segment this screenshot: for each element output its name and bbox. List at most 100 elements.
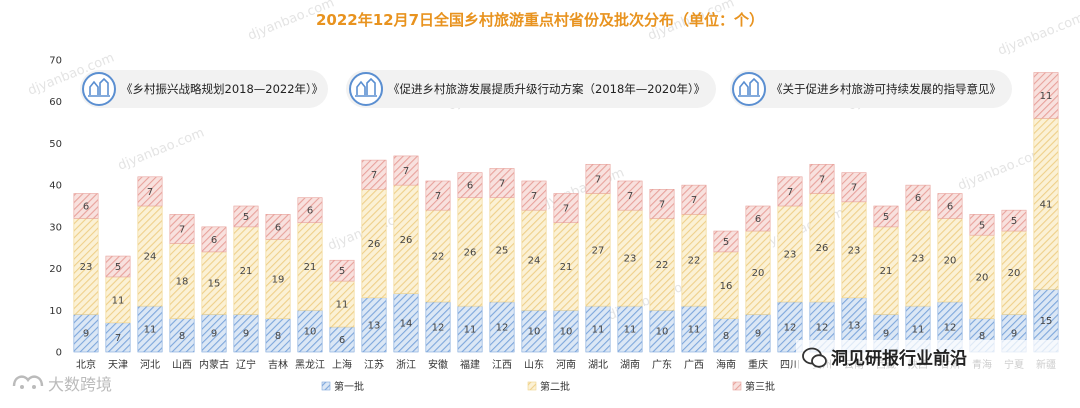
brand-left-text: 大数跨境	[48, 375, 112, 394]
bar-河南-第三批	[553, 193, 579, 223]
bar-江苏-第三批	[361, 159, 387, 190]
bar-内蒙古-第三批	[201, 226, 227, 253]
x-tick-湖南: 湖南	[620, 358, 640, 371]
policy-note-1: 《乡村振兴战略规划2018—2022年）》	[80, 70, 328, 108]
data-label-天津-第一批: 7	[115, 333, 121, 344]
data-label-甘肃-第三批: 6	[947, 202, 953, 213]
data-label-北京-第一批: 9	[83, 329, 89, 340]
bar-山西-第三批	[169, 214, 195, 244]
data-label-贵州-第一批: 12	[816, 322, 829, 333]
bar-江苏-第二批	[361, 189, 387, 299]
bar-云南-第三批	[841, 172, 867, 203]
y-tick-30: 30	[49, 222, 62, 233]
x-tick-黑龙江: 黑龙江	[295, 358, 325, 371]
data-label-山东-第三批: 7	[531, 191, 537, 202]
data-label-湖南-第一批: 11	[624, 325, 637, 336]
data-label-浙江-第三批: 7	[403, 166, 409, 177]
bar-青海-第二批	[969, 234, 995, 319]
bar-河北-第二批	[137, 205, 163, 307]
x-tick-广东: 广东	[652, 358, 672, 371]
brand-right: 洞见研报行业前沿	[796, 340, 1080, 374]
legend-label-第一批: 第一批	[334, 380, 364, 393]
x-tick-山西: 山西	[172, 359, 192, 371]
data-label-江苏-第三批: 7	[371, 170, 377, 181]
y-tick-70: 70	[49, 56, 62, 67]
data-label-山东-第一批: 10	[528, 327, 541, 338]
bar-贵州-第二批	[809, 193, 835, 303]
bar-广西-第二批	[681, 214, 707, 307]
data-label-广西-第一批: 11	[688, 325, 701, 336]
policy-note-2: 《促进乡村旅游发展提质升级行动方案（2018年—2020年）》	[346, 70, 716, 108]
x-tick-吉林: 吉林	[268, 358, 288, 371]
policy-note-3-text: 《关于促进乡村旅游可持续发展的指导意见》	[771, 82, 1001, 96]
bar-内蒙古-第一批	[201, 314, 227, 353]
bar-天津-第二批	[105, 276, 131, 324]
bar-河北-第三批	[137, 176, 163, 207]
bar-河南-第二批	[553, 222, 579, 311]
data-label-新疆-第一批: 15	[1040, 316, 1053, 327]
data-label-西藏-第二批: 21	[880, 266, 893, 277]
x-tick-辽宁: 辽宁	[236, 358, 256, 371]
data-label-黑龙江-第三批: 6	[307, 206, 313, 217]
x-tick-海南: 海南	[716, 358, 736, 371]
data-label-西藏-第一批: 9	[883, 329, 889, 340]
data-label-贵州-第三批: 7	[819, 174, 825, 185]
x-tick-安徽: 安徽	[428, 358, 448, 371]
watermark-10: djyanbao.com	[996, 10, 1080, 58]
bar-云南-第二批	[841, 201, 867, 299]
bar-重庆-第三批	[745, 205, 771, 232]
data-label-安徽-第二批: 22	[432, 252, 445, 263]
x-tick-福建: 福建	[460, 358, 480, 371]
policy-note-3: 《关于促进乡村旅游可持续发展的指导意见》	[730, 70, 1012, 108]
data-label-重庆-第三批: 6	[755, 214, 761, 225]
bar-山东-第二批	[521, 209, 547, 311]
data-label-山西-第二批: 18	[176, 277, 189, 288]
x-tick-内蒙古: 内蒙古	[199, 358, 229, 371]
data-label-江苏-第一批: 13	[368, 320, 381, 331]
brand-left: 大数跨境	[12, 375, 112, 394]
bar-湖北-第三批	[585, 163, 611, 194]
data-label-宁夏-第三批: 5	[1011, 216, 1017, 227]
data-label-北京-第三批: 6	[83, 202, 89, 213]
data-label-云南-第二批: 23	[848, 245, 861, 256]
legend-swatch-第二批	[527, 381, 537, 391]
bar-辽宁-第一批	[233, 314, 259, 353]
data-label-河南-第一批: 10	[560, 327, 573, 338]
data-label-四川-第三批: 7	[787, 187, 793, 198]
bar-天津-第一批	[105, 322, 131, 353]
data-label-甘肃-第二批: 20	[944, 256, 957, 267]
bar-陕西-第二批	[905, 209, 931, 307]
bar-上海-第二批	[329, 280, 355, 328]
bar-江西-第二批	[489, 197, 515, 303]
data-label-山西-第一批: 8	[179, 331, 185, 342]
data-label-黑龙江-第二批: 21	[304, 262, 317, 273]
legend-label-第二批: 第二批	[540, 380, 570, 393]
data-label-河北-第三批: 7	[147, 187, 153, 198]
policy-notes: 《乡村振兴战略规划2018—2022年）》 《促进乡村旅游发展提质升级行动方案（…	[80, 70, 1012, 108]
policy-note-1-text: 《乡村振兴战略规划2018—2022年）》	[121, 82, 323, 96]
data-label-青海-第一批: 8	[979, 331, 985, 342]
data-label-广东-第三批: 7	[659, 199, 665, 210]
data-label-江西-第一批: 12	[496, 322, 509, 333]
bar-西藏-第三批	[873, 205, 899, 228]
bar-江苏-第一批	[361, 297, 387, 353]
legend: 第一批 第二批 第三批	[321, 380, 775, 393]
data-label-广东-第一批: 10	[656, 327, 669, 338]
data-label-四川-第一批: 12	[784, 322, 797, 333]
village-icon	[349, 72, 383, 106]
data-label-重庆-第一批: 9	[755, 329, 761, 340]
data-label-湖北-第一批: 11	[592, 325, 605, 336]
bar-上海-第一批	[329, 326, 355, 353]
data-label-广西-第三批: 7	[691, 195, 697, 206]
bar-湖南-第三批	[617, 180, 643, 211]
bar-湖北-第一批	[585, 305, 611, 353]
bar-陕西-第三批	[905, 184, 931, 211]
bar-四川-第三批	[777, 176, 803, 207]
data-label-上海-第一批: 6	[339, 335, 345, 346]
data-label-宁夏-第一批: 9	[1011, 329, 1017, 340]
legend-label-第三批: 第三批	[745, 380, 775, 393]
data-label-湖南-第三批: 7	[627, 191, 633, 202]
watermark-4: djyanbao.com	[116, 125, 207, 173]
data-label-吉林-第三批: 6	[275, 222, 281, 233]
bar-北京-第一批	[73, 314, 99, 353]
